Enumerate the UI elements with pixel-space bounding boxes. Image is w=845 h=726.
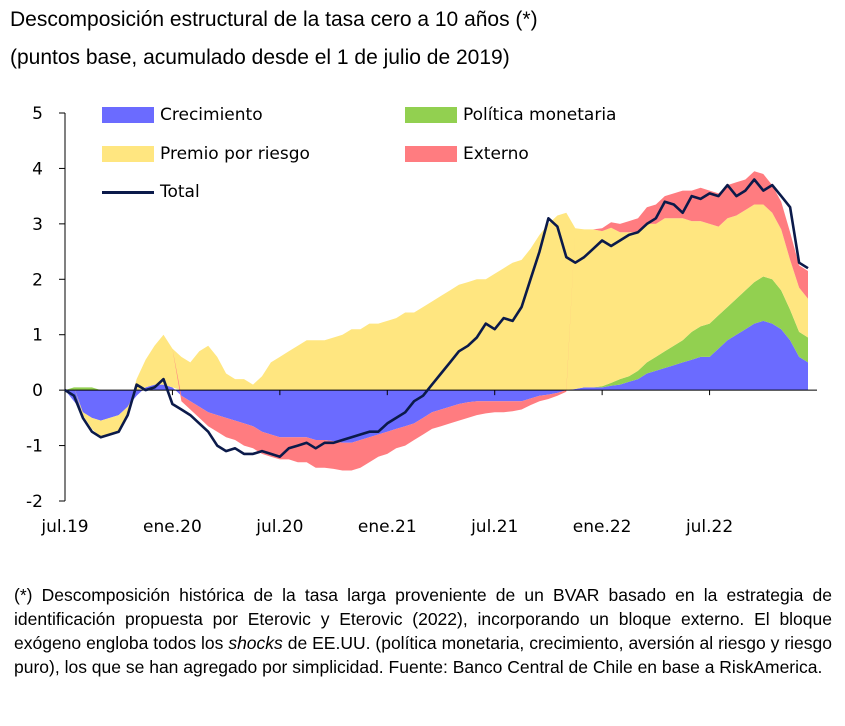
stacked-areas: [65, 171, 808, 471]
legend-swatch-total: [102, 190, 154, 194]
legend-item-crecimiento: Crecimiento: [102, 105, 263, 125]
legend-swatch-externo: [405, 146, 457, 162]
chart-area: 5 4 3 2 1 0 -1 -2 jul.19 ene.20 jul.20 ene.21 jul.21…: [26, 104, 817, 537]
x-tick-label: ene.21: [358, 517, 417, 537]
legend-swatch-politica: [405, 107, 457, 123]
legend-swatch-crecimiento: [102, 107, 154, 123]
y-tick-label: 2: [32, 270, 43, 290]
x-tick-label: jul.22: [685, 517, 733, 537]
footnote: (*) Descomposición histórica de la tasa …: [14, 583, 832, 679]
axes: 5 4 3 2 1 0 -1 -2 jul.19 ene.20 jul.20 ene.21 jul.21…: [26, 104, 817, 537]
legend-item-total: Total: [102, 182, 200, 202]
y-tick-label: -1: [26, 437, 43, 457]
legend-label-total: Total: [160, 182, 200, 202]
chart-subtitle: (puntos base, acumulado desde el 1 de ju…: [10, 46, 510, 69]
total-line-group: [64, 178, 809, 458]
x-tick-label: jul.20: [255, 517, 303, 537]
x-tick-label: jul.19: [40, 517, 88, 537]
y-tick-label: 3: [32, 215, 43, 235]
total-line: [64, 178, 809, 458]
footnote-text-2: de EE.UU. (política monetaria, crecimien…: [14, 633, 832, 677]
legend-item-politica: Política monetaria: [405, 105, 616, 125]
chart-title: Descomposición estructural de la tasa ce…: [10, 8, 538, 31]
legend-label-crecimiento: Crecimiento: [160, 105, 263, 125]
x-tick-label: jul.21: [470, 517, 518, 537]
area-externo: [65, 171, 808, 471]
y-tick-label: 1: [32, 326, 43, 346]
y-tick-label: 4: [32, 159, 43, 179]
legend-item-premio: Premio por riesgo: [102, 144, 310, 164]
y-tick-label: 5: [32, 104, 43, 124]
legend-swatch-premio: [102, 146, 154, 162]
footnote-italic: shocks: [228, 633, 283, 653]
legend-label-externo: Externo: [463, 144, 529, 164]
footnote-text-1: (*) Descomposición histórica de la tasa …: [14, 585, 832, 653]
y-tick-label: -2: [26, 492, 43, 512]
x-tick-label: ene.20: [143, 517, 202, 537]
area-premio-por-riesgo: [65, 204, 808, 438]
legend-label-premio: Premio por riesgo: [160, 144, 310, 164]
y-tick-label: 0: [32, 381, 43, 401]
legend-item-externo: Externo: [405, 144, 529, 164]
x-tick-label: ene.22: [573, 517, 632, 537]
area-crecimiento: [65, 320, 808, 443]
legend-label-politica: Política monetaria: [463, 105, 617, 125]
